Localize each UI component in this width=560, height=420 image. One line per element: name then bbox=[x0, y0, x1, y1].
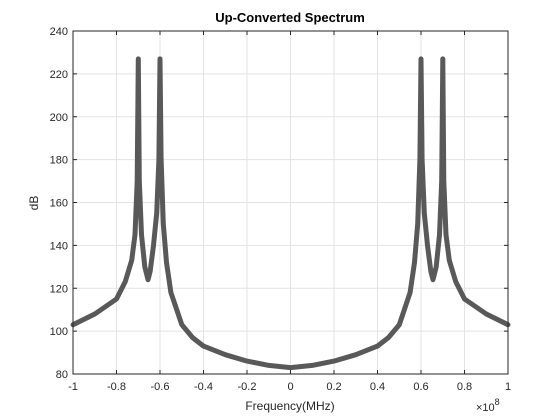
x-multiplier-exponent: 8 bbox=[495, 397, 500, 407]
y-tick-label: 160 bbox=[50, 198, 68, 210]
y-tick-label: 240 bbox=[50, 26, 68, 38]
x-tick-label: 0 bbox=[287, 381, 293, 393]
y-axis-label: dB bbox=[27, 196, 41, 211]
chart-title: Up-Converted Spectrum bbox=[215, 10, 365, 25]
y-tick-label: 80 bbox=[56, 369, 68, 381]
x-axis-label: Frequency(MHz) bbox=[245, 399, 334, 413]
x-tick-label: 0.2 bbox=[326, 381, 341, 393]
y-tick-labels: 80 100 120 140 160 180 200 220 240 bbox=[50, 26, 68, 381]
x-tick-label: -1 bbox=[68, 381, 78, 393]
ticks bbox=[72, 30, 509, 375]
x-tick-label: 1 bbox=[505, 381, 511, 393]
y-tick-label: 200 bbox=[50, 112, 68, 124]
x-multiplier-base: ×10 bbox=[476, 402, 495, 414]
x-tick-label: -0.4 bbox=[194, 381, 213, 393]
series-line bbox=[70, 56, 511, 371]
x-tick-label: -0.2 bbox=[238, 381, 257, 393]
x-tick-label: 0.6 bbox=[413, 381, 428, 393]
x-tick-label: 0.8 bbox=[457, 381, 472, 393]
y-tick-label: 140 bbox=[50, 240, 68, 252]
y-tick-label: 180 bbox=[50, 155, 68, 167]
series-group bbox=[70, 56, 511, 371]
x-tick-label: -0.8 bbox=[107, 381, 126, 393]
y-tick-label: 100 bbox=[50, 326, 68, 338]
y-tick-label: 220 bbox=[50, 69, 68, 81]
x-multiplier: ×108 bbox=[476, 397, 500, 414]
x-tick-labels: -1 -0.8 -0.6 -0.4 -0.2 0 0.2 0.4 0.6 0.8 1 bbox=[68, 381, 511, 393]
y-tick-label: 120 bbox=[50, 283, 68, 295]
x-tick-label: 0.4 bbox=[370, 381, 385, 393]
x-tick-label: -0.6 bbox=[151, 381, 170, 393]
